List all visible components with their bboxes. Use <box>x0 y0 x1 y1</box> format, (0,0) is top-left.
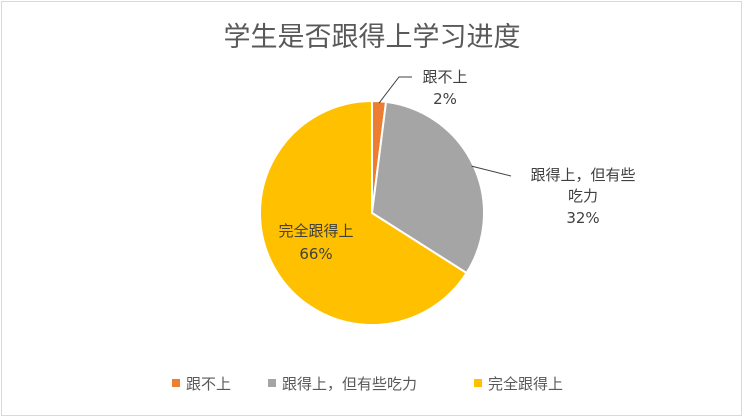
data-label-0-value: 2% <box>433 90 457 108</box>
data-label-1-name-line1: 跟得上，但有些 <box>530 166 635 184</box>
data-label-0: 跟不上 2% <box>422 68 467 108</box>
legend-label-1: 跟得上，但有些吃力 <box>282 375 417 393</box>
data-label-2: 完全跟得上 66% <box>278 222 353 263</box>
legend-swatch-1 <box>268 379 276 387</box>
data-label-2-name: 完全跟得上 <box>278 222 353 240</box>
leader-line-1 <box>471 165 512 177</box>
leader-line-0 <box>378 76 412 104</box>
legend-label-0: 跟不上 <box>186 375 231 393</box>
legend-swatch-2 <box>474 379 482 387</box>
data-label-1-name-line2: 吃力 <box>568 187 598 205</box>
legend: 跟不上 跟得上，但有些吃力 完全跟得上 <box>172 375 563 393</box>
chart-title: 学生是否跟得上学习进度 <box>224 22 521 53</box>
data-label-1-value: 32% <box>566 209 599 227</box>
legend-swatch-0 <box>172 379 180 387</box>
data-label-0-name: 跟不上 <box>422 68 467 86</box>
pie-slice-2 <box>259 99 468 326</box>
legend-label-2: 完全跟得上 <box>488 375 563 393</box>
data-label-2-value: 66% <box>299 245 332 263</box>
data-label-1: 跟得上，但有些 吃力 32% <box>530 166 635 227</box>
